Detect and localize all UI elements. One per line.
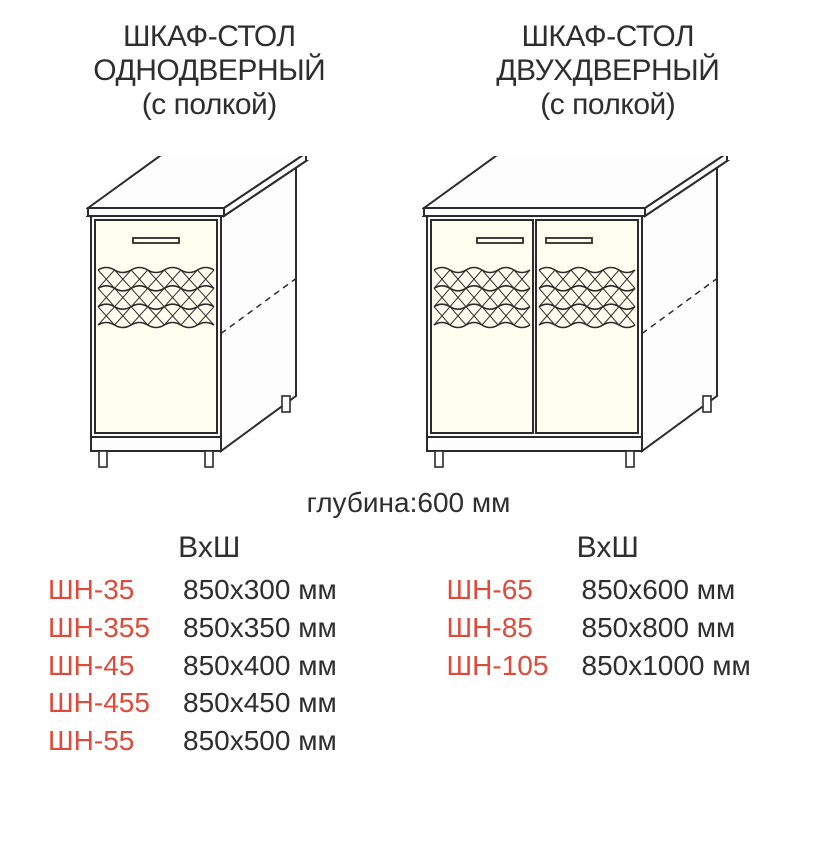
- spec-row: ШН-85850х800 мм: [429, 609, 788, 647]
- spec-row: ШН-45850х400 мм: [30, 647, 389, 685]
- spec-dim: 850х400 мм: [183, 647, 337, 685]
- spec-header-right: ВхШ: [429, 531, 788, 565]
- spec-row: ШН-35850х300 мм: [30, 571, 389, 609]
- title-right-line3: (с полкой): [429, 88, 788, 122]
- spec-row: ШН-355850х350 мм: [30, 609, 389, 647]
- spec-code: ШН-55: [48, 722, 183, 760]
- spec-code: ШН-45: [48, 647, 183, 685]
- title-right-line2: ДВУХДВЕРНЫЙ: [429, 54, 788, 88]
- spec-col-left: ВхШ ШН-35850х300 ммШН-355850х350 ммШН-45…: [30, 531, 389, 760]
- spec-row: ШН-105850х1000 мм: [429, 647, 788, 685]
- title-left-line1: ШКАФ-СТОЛ: [30, 20, 389, 54]
- spec-dim: 850х500 мм: [183, 722, 337, 760]
- depth-label: глубина:600 мм: [30, 487, 787, 519]
- spec-dim: 850х800 мм: [582, 609, 736, 647]
- spec-dim: 850х450 мм: [183, 684, 337, 722]
- spec-row: ШН-455850х450 мм: [30, 684, 389, 722]
- title-left-line2: ОДНОДВЕРНЫЙ: [30, 54, 389, 88]
- spec-code: ШН-355: [48, 609, 183, 647]
- title-right: ШКАФ-СТОЛ ДВУХДВЕРНЫЙ (с полкой): [429, 20, 788, 122]
- spec-dim: 850х300 мм: [183, 571, 337, 609]
- title-left-line3: (с полкой): [30, 88, 389, 122]
- diagram-left: [86, 156, 311, 472]
- title-right-line1: ШКАФ-СТОЛ: [429, 20, 788, 54]
- spec-dim: 850х600 мм: [582, 571, 736, 609]
- spec-code: ШН-105: [447, 647, 582, 685]
- spec-code: ШН-455: [48, 684, 183, 722]
- spec-code: ШН-85: [447, 609, 582, 647]
- spec-code: ШН-65: [447, 571, 582, 609]
- title-left: ШКАФ-СТОЛ ОДНОДВЕРНЫЙ (с полкой): [30, 20, 389, 122]
- spec-row: ШН-65850х600 мм: [429, 571, 788, 609]
- spec-row: ШН-55850х500 мм: [30, 722, 389, 760]
- spec-code: ШН-35: [48, 571, 183, 609]
- spec-dim: 850х1000 мм: [582, 647, 751, 685]
- spec-header-left: ВхШ: [30, 531, 389, 565]
- spec-col-right: ВхШ ШН-65850х600 ммШН-85850х800 ммШН-105…: [429, 531, 788, 760]
- spec-dim: 850х350 мм: [183, 609, 337, 647]
- diagram-right: [422, 156, 732, 472]
